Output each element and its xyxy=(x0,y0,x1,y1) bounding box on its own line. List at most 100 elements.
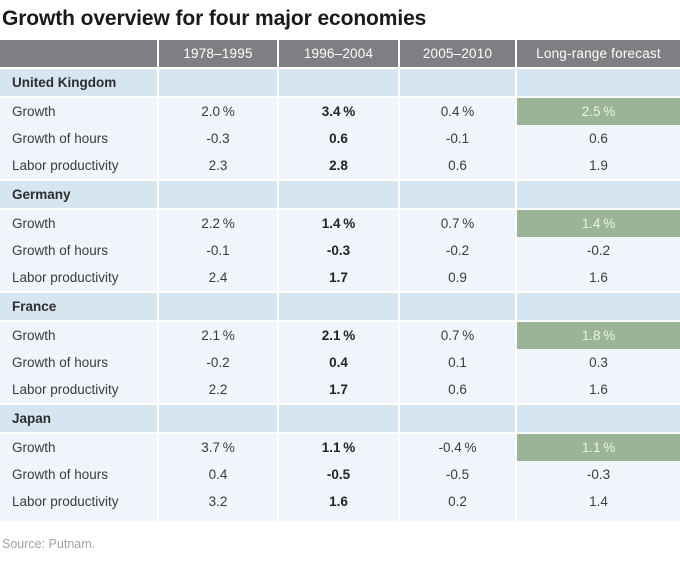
section-cell-empty xyxy=(517,69,680,96)
spacer-cell xyxy=(517,515,680,521)
spacer-cell xyxy=(159,515,277,521)
value-cell: -0.2 xyxy=(517,237,680,264)
header-cell-empty xyxy=(0,40,157,67)
section-cell-empty xyxy=(159,293,277,320)
section-cell-empty xyxy=(517,181,680,208)
section-row: Germany xyxy=(0,181,680,208)
value-cell: -0.1 xyxy=(400,125,515,152)
section-cell-empty xyxy=(279,405,398,432)
value-cell: -0.2 xyxy=(159,349,277,376)
row-label: Labor productivity xyxy=(0,152,157,179)
value-cell: 0.4 xyxy=(279,349,398,376)
header-cell-period: 1996–2004 xyxy=(279,40,398,67)
value-cell: 0.9 xyxy=(400,264,515,291)
row-label: Growth xyxy=(0,98,157,125)
section-cell-empty xyxy=(400,293,515,320)
value-cell: 2.8 xyxy=(279,152,398,179)
header-cell-period: 2005–2010 xyxy=(400,40,515,67)
growth-table: 1978–1995 1996–2004 2005–2010 Long-range fo… xyxy=(0,40,680,521)
section-data-block: Growth 2.0 % 3.4 % 0.4 % 2.5 % Growth of hour… xyxy=(0,98,680,179)
section-row: United Kingdom xyxy=(0,69,680,96)
value-cell: 1.7 xyxy=(279,264,398,291)
value-cell: 1.7 xyxy=(279,376,398,403)
value-cell: 1.1 % xyxy=(279,434,398,461)
row-label: Labor productivity xyxy=(0,376,157,403)
value-cell: -0.1 xyxy=(159,237,277,264)
value-cell: -0.2 xyxy=(400,237,515,264)
value-cell: 2.2 % xyxy=(159,210,277,237)
table-header-row: 1978–1995 1996–2004 2005–2010 Long-range fo… xyxy=(0,40,680,67)
value-cell: 0.2 xyxy=(400,488,515,515)
section-cell-empty xyxy=(400,69,515,96)
source-note: Source: Putnam. xyxy=(2,537,96,551)
section-cell-empty xyxy=(159,181,277,208)
section-data-block: Growth 3.7 % 1.1 % -0.4 % 1.1 % Growth of hou… xyxy=(0,434,680,521)
value-cell: -0.5 xyxy=(279,461,398,488)
value-cell: -0.5 xyxy=(400,461,515,488)
value-cell: 1.4 xyxy=(517,488,680,515)
value-cell: 0.4 xyxy=(159,461,277,488)
spacer-cell xyxy=(279,515,398,521)
row-label: Growth of hours xyxy=(0,461,157,488)
value-cell: -0.3 xyxy=(517,461,680,488)
value-cell: 1.9 xyxy=(517,152,680,179)
spacer-cell xyxy=(400,515,515,521)
header-cell-period: 1978–1995 xyxy=(159,40,277,67)
value-cell: 2.1 % xyxy=(279,322,398,349)
value-cell: 0.3 xyxy=(517,349,680,376)
value-cell: 0.6 xyxy=(400,376,515,403)
row-label: Labor productivity xyxy=(0,488,157,515)
section-cell-empty xyxy=(159,69,277,96)
section-cell-empty xyxy=(400,181,515,208)
section-cell-empty xyxy=(279,69,398,96)
section-cell-empty xyxy=(517,293,680,320)
spacer-cell xyxy=(0,515,157,521)
row-label: Growth of hours xyxy=(0,349,157,376)
value-cell: 2.2 xyxy=(159,376,277,403)
value-cell: 2.3 xyxy=(159,152,277,179)
section-cell-empty xyxy=(400,405,515,432)
value-cell: 2.1 % xyxy=(159,322,277,349)
value-cell: 3.7 % xyxy=(159,434,277,461)
value-cell: 0.6 xyxy=(400,152,515,179)
value-cell: 1.6 xyxy=(279,488,398,515)
row-label: Growth xyxy=(0,322,157,349)
page: Growth overview for four major economies… xyxy=(0,6,680,563)
value-cell: 0.1 xyxy=(400,349,515,376)
section-row: France xyxy=(0,293,680,320)
value-cell: 1.6 xyxy=(517,376,680,403)
value-cell: 1.6 xyxy=(517,264,680,291)
section-cell-empty xyxy=(159,405,277,432)
value-cell: 0.7 % xyxy=(400,322,515,349)
row-label: Growth of hours xyxy=(0,237,157,264)
country-label: France xyxy=(0,293,157,320)
country-label: Germany xyxy=(0,181,157,208)
section-cell-empty xyxy=(279,293,398,320)
value-cell: 2.0 % xyxy=(159,98,277,125)
row-label: Labor productivity xyxy=(0,264,157,291)
section-data-block: Growth 2.1 % 2.1 % 0.7 % 1.8 % Growth of hour… xyxy=(0,322,680,403)
forecast-cell: 1.4 % xyxy=(517,210,680,237)
value-cell: -0.4 % xyxy=(400,434,515,461)
row-label: Growth xyxy=(0,210,157,237)
value-cell: 3.2 xyxy=(159,488,277,515)
value-cell: 0.7 % xyxy=(400,210,515,237)
section-cell-empty xyxy=(279,181,398,208)
forecast-cell: 2.5 % xyxy=(517,98,680,125)
row-label: Growth xyxy=(0,434,157,461)
value-cell: 2.4 xyxy=(159,264,277,291)
value-cell: 0.4 % xyxy=(400,98,515,125)
table-body: United Kingdom Growth 2.0 % 3.4 % 0.4 % 2.5 %… xyxy=(0,69,680,521)
section-cell-empty xyxy=(517,405,680,432)
header-cell-period: Long-range forecast xyxy=(517,40,680,67)
value-cell: -0.3 xyxy=(279,237,398,264)
page-title: Growth overview for four major economies xyxy=(2,7,427,30)
forecast-cell: 1.8 % xyxy=(517,322,680,349)
value-cell: 0.6 xyxy=(517,125,680,152)
section-data-block: Growth 2.2 % 1.4 % 0.7 % 1.4 % Growth of hour… xyxy=(0,210,680,291)
value-cell: -0.3 xyxy=(159,125,277,152)
country-label: Japan xyxy=(0,405,157,432)
section-row: Japan xyxy=(0,405,680,432)
value-cell: 1.4 % xyxy=(279,210,398,237)
row-label: Growth of hours xyxy=(0,125,157,152)
